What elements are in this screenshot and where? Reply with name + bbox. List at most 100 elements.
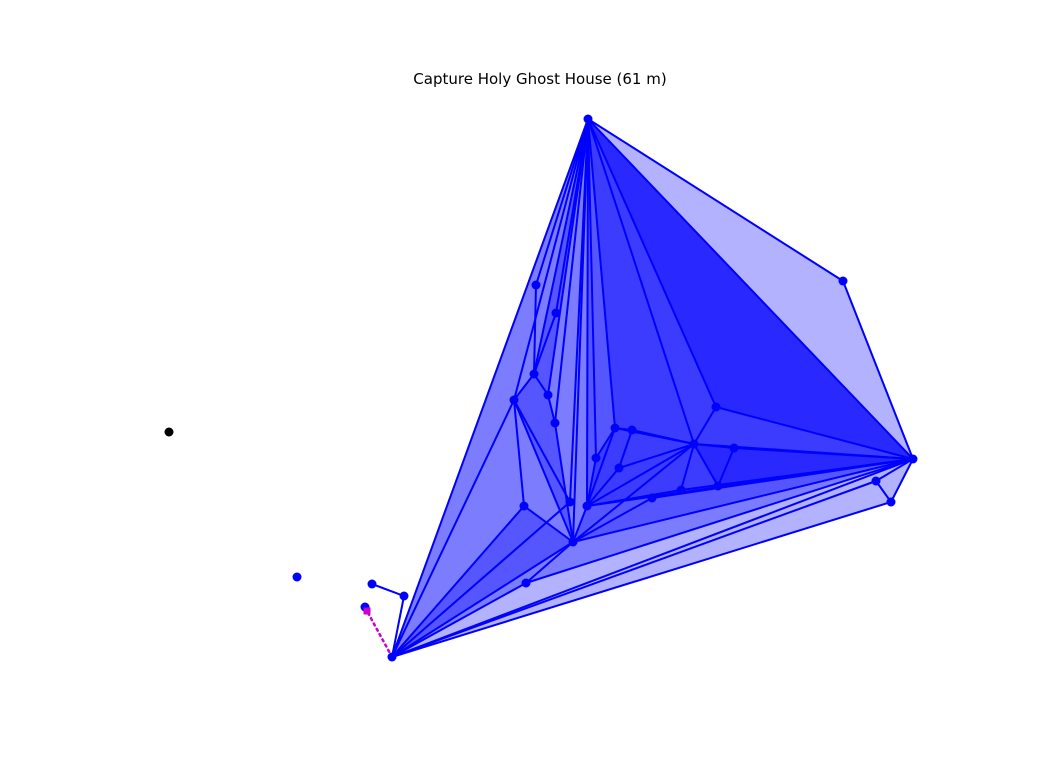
link-I-P [513,399,574,543]
travel-path [365,609,394,659]
portal-C[interactable] [908,454,918,464]
portal-O[interactable] [565,497,575,507]
portal-E[interactable] [871,476,881,486]
link-Z-C [733,447,914,460]
link-A-P [572,118,589,543]
link-I-K [513,373,535,401]
portal-B[interactable] [838,276,848,286]
link-X-AB [680,443,695,491]
link-W-X [618,443,695,469]
link-Q-P [523,505,574,543]
link-Y-C [715,406,914,460]
figure-title: Capture Holy Ghost House (61 m) [413,70,666,88]
control-field-10 [587,119,913,506]
control-field-5 [514,119,588,542]
portal-R[interactable] [521,578,531,588]
portal-F[interactable] [387,652,397,662]
portal-P[interactable] [568,537,578,547]
portal-U[interactable] [610,423,620,433]
portal-AB[interactable] [676,485,686,495]
portal-D[interactable] [886,497,896,507]
portal-M[interactable] [543,390,553,400]
link-A-T [587,118,597,459]
control-field-17 [587,428,694,506]
link-C-D [890,458,914,503]
agent-position-marker [164,427,174,437]
control-field-20 [534,374,573,542]
link-W-V [618,429,633,469]
link-E-F [391,480,877,658]
link-F-O [391,501,571,658]
link-N-P [554,422,574,543]
link-A-B [587,118,844,282]
link-F-I [391,399,515,658]
link-A-N [554,118,589,424]
portal-N[interactable] [550,418,560,428]
link-A-J [535,118,589,286]
link-S-W [586,467,620,507]
link-I-Q [513,399,525,507]
control-field-23 [392,506,573,657]
link-S-X [586,443,695,507]
control-field-25 [694,444,913,486]
link-T-U [595,427,616,459]
link-R-P [525,541,574,584]
control-field-19 [514,374,573,542]
portal-V[interactable] [627,425,637,435]
path-end-marker [363,607,371,615]
portal-AC[interactable] [647,493,657,503]
link-F-G [391,595,405,658]
link-K-L [533,312,557,375]
control-field-2 [392,119,913,657]
link-Z-AA [717,447,735,487]
portal-G[interactable] [399,591,409,601]
control-field-7 [392,400,573,657]
link-X-AA [693,443,719,487]
portal-T[interactable] [591,453,601,463]
link-S-T [586,457,597,507]
link-P-C [572,458,914,543]
portal-X[interactable] [689,439,699,449]
portal-K[interactable] [529,369,539,379]
link-I-O [513,399,571,503]
link-P-AC [572,497,653,543]
portal-AA[interactable] [713,481,723,491]
portal-A[interactable] [583,114,593,124]
link-S-AB [586,489,682,507]
portal-I[interactable] [509,395,519,405]
unlinked-portal-1[interactable] [292,572,302,582]
link-F-Q [391,505,525,658]
link-P-S [572,505,588,543]
link-C-F [391,458,914,658]
portal-H[interactable] [367,579,377,589]
link-X-Y [693,406,717,445]
portal-Q[interactable] [519,501,529,511]
link-A-F [391,118,589,658]
portal-Z[interactable] [729,443,739,453]
link-G-H [371,583,405,597]
link-A-C [587,118,914,460]
link-S-U [586,427,616,507]
portal-L[interactable] [551,308,561,318]
link-P-X [572,443,695,543]
link-A-Y [587,118,717,408]
link-F-R [391,582,527,658]
link-A-K [533,118,589,375]
link-A-I [513,118,589,401]
link-B-C [842,280,914,460]
link-F-P [391,541,574,658]
link-A-U [587,118,616,429]
portal-J[interactable] [531,280,541,290]
link-J-K [533,284,537,375]
path-layer [365,609,394,659]
link-AC-C [651,458,914,499]
portal-W[interactable] [614,463,624,473]
portal-S[interactable] [582,501,592,511]
link-M-N [547,394,556,424]
portal-Y[interactable] [711,402,721,412]
link-R-C [525,458,914,584]
link-A-M [547,118,589,396]
link-E-C [875,458,914,482]
link-A-X [587,118,695,445]
